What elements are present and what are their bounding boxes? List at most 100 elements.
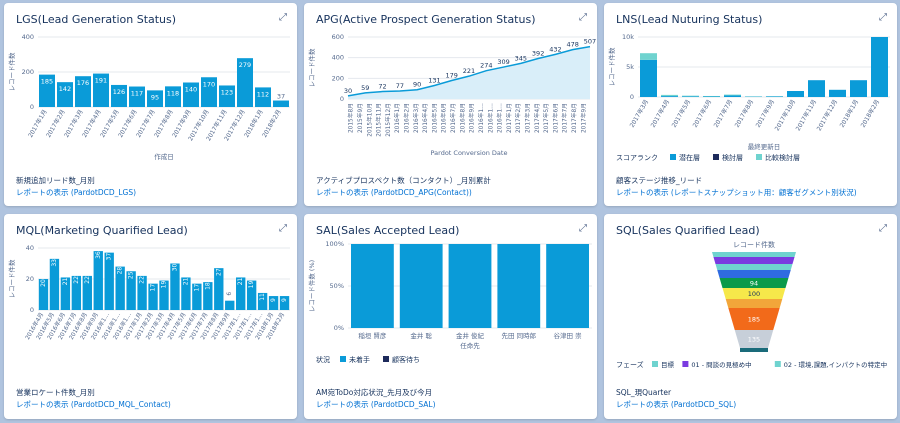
bar [273,100,289,107]
bar [111,84,127,107]
data-label: 17 [150,284,157,292]
data-label: 20 [40,279,47,287]
bar [39,74,55,107]
apg-chart: レコード件数 600 400 200 030 59 72 77 90 131 179 221 274 30… [307,33,596,157]
data-label: 22 [73,276,80,284]
x-tick-label: 2016年6月 [440,103,448,133]
x-axis-label: 任命先 [460,341,480,350]
data-label: 19 [248,281,255,289]
bar-segment [724,95,741,97]
expand-icon[interactable]: ⤢ [879,223,887,234]
sal-chart: レコード件数 (%) 100% 50% 0% 稲垣 賢彦 金井 聡 金井 俊紀 先田 同時郎 谷… [307,240,592,364]
y-tick-label: 5k [626,63,634,71]
report-link[interactable]: レポートの表示 (PardotDCD_SQL) [616,400,737,409]
expand-icon[interactable]: ⤢ [579,12,587,23]
data-label: 123 [221,88,233,96]
bar [75,76,91,107]
sal-card: SAL(Sales Accepted Lead) ⤢ レコード件数 (%) 100… [304,214,597,419]
bar [201,77,217,107]
card-description: SQL_現Quarter [616,388,672,397]
data-label: 37 [106,253,113,261]
x-tick-label: 先田 同時郎 [502,331,537,340]
x-tick-label: 2017年7月 [712,98,734,129]
bar [57,82,73,107]
y-tick-label: 200 [332,74,344,82]
x-tick-label: 2015年12月 [384,103,392,137]
x-tick-label: 2017年2月 [514,103,522,133]
bar [497,244,541,328]
data-label: 77 [396,82,404,90]
bar-segment [850,80,867,97]
bar [159,280,169,310]
y-axis-label: レコード件数 [307,48,316,88]
data-label: 131 [428,76,440,84]
y-axis-label: レコード件数 [7,52,16,92]
x-axis-label: 最終更新日 [748,142,781,151]
x-tick-label: 2016年8月 [458,103,466,133]
data-label: 507 [584,38,596,46]
data-label: 185 [41,78,53,86]
x-tick-label: 2016年1… [486,103,494,133]
mql-card: MQL(Marketing Quarified Lead) ⤢ レコード件数 40… [4,214,297,419]
x-tick-label: 2017年3月 [628,98,650,129]
bar [60,277,71,310]
card-title: SQL(Sales Quarified Lead) [616,224,760,237]
x-tick-label: 2017年3月 [524,103,532,133]
x-tick-label: 2016年1… [496,103,504,133]
x-tick-label: 2017年9月 [579,103,587,133]
bar-segment [640,59,657,97]
apg-card: APG(Active Prospect Generation Status) ⤢… [304,3,597,206]
funnel-stage [719,278,789,288]
report-link[interactable]: レポートの表示 (PardotDCD_SAL) [316,400,436,409]
legend-swatch [383,356,389,362]
report-link[interactable]: レポートの表示 (PardotDCD_LGS) [16,188,137,197]
bar [137,275,147,310]
data-label: 118 [167,89,179,97]
report-link[interactable]: レポートの表示 (PardotDCD_APG(Contact)) [316,188,472,197]
expand-icon[interactable]: ⤢ [879,12,887,23]
funnel-stage [740,348,768,352]
legend-item: 未着手 [349,355,370,364]
x-tick-label: 2016年7月 [449,103,457,133]
x-tick-label: 2015年8月 [347,103,355,133]
x-tick-label: 2016年1… [477,103,485,133]
expand-icon[interactable]: ⤢ [279,12,287,23]
report-link[interactable]: レポートの表示 (レポートスナップショット用：顧客ゼグメント別状況) [616,188,857,197]
x-tick-label: 2015年10月 [365,103,373,137]
x-tick-label: 2016年4月 [421,103,429,133]
y-tick-label: 50% [330,282,344,290]
expand-icon[interactable]: ⤢ [279,223,287,234]
report-link[interactable]: レポートの表示 (PardotDCD_MQL_Contact) [16,400,171,409]
legend-item: 潜在層 [679,153,700,162]
legend-item: 01 - 問談の見極め中 [691,360,751,369]
y-tick-label: 600 [332,33,344,41]
x-tick-label: 2015年11月 [375,103,383,137]
funnel-stage [715,264,793,270]
data-label: 17 [193,284,200,292]
bar-segment [682,96,699,97]
lgs-chart: レコード件数 400 200 0 185 142 176 191 126 117 95 118 140 1… [7,33,290,161]
bar [93,251,103,310]
bar [170,263,180,310]
bar-segment [808,80,825,97]
area-fill [348,46,590,99]
data-label: 309 [497,58,509,66]
card-title: MQL(Marketing Quarified Lead) [16,224,188,237]
data-label: 18 [204,282,211,290]
bar [268,296,279,310]
data-label: 9 [270,298,277,302]
bar [255,87,271,107]
bar-segment [703,95,720,97]
data-label: 432 [549,45,561,53]
data-label: 221 [463,67,475,75]
data-label: 19 [161,281,168,289]
data-label: 22 [139,276,146,284]
data-label: 94 [750,280,758,288]
bar [236,277,246,310]
data-label: 6 [226,292,233,296]
data-label: 117 [131,90,143,98]
bar [448,244,492,328]
data-label: 126 [113,88,125,96]
x-axis-label: 作成日 [154,152,174,161]
expand-icon[interactable]: ⤢ [579,223,587,234]
